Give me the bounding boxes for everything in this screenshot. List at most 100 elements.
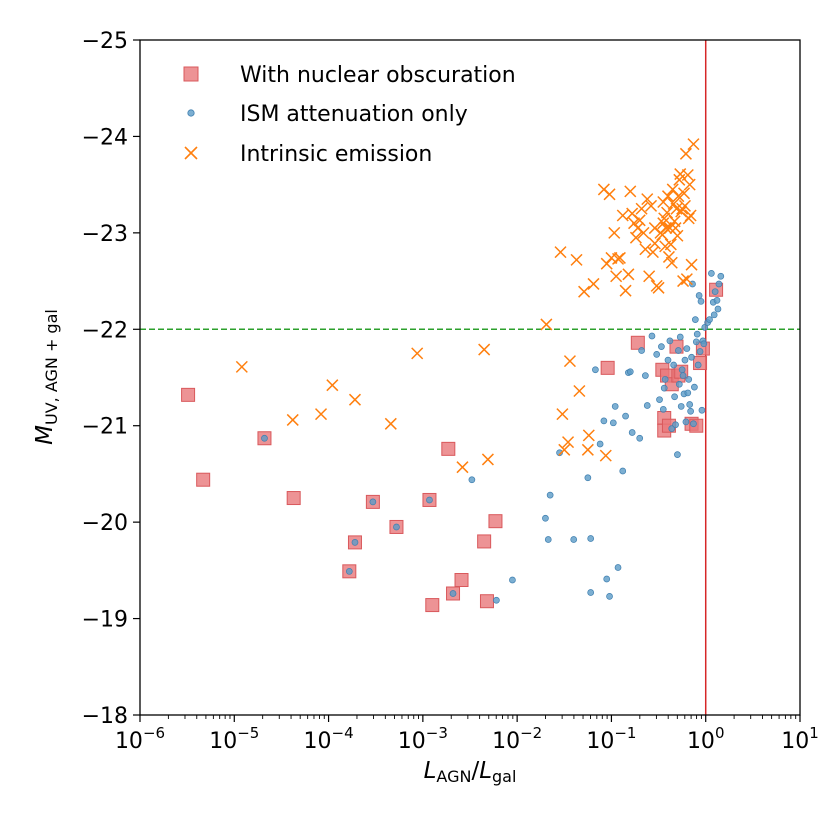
point-ism-attenuation — [659, 405, 667, 413]
x-tick-label: 10−2 — [492, 724, 542, 754]
point-intrinsic-emission — [661, 190, 675, 203]
point-intrinsic-emission — [648, 222, 661, 235]
point-ism-attenuation — [715, 280, 723, 288]
point-intrinsic-emission — [666, 183, 679, 196]
point-nuclear-obscuration — [454, 573, 469, 587]
point-ism-attenuation — [691, 316, 699, 323]
point-intrinsic-emission — [235, 360, 248, 373]
point-ism-attenuation — [682, 418, 690, 426]
point-intrinsic-emission — [619, 284, 632, 297]
point-ism-attenuation — [614, 564, 622, 571]
y-tick-label: −19 — [82, 608, 128, 633]
point-intrinsic-emission — [677, 275, 690, 288]
point-ism-attenuation — [636, 434, 644, 442]
point-ism-attenuation — [681, 356, 689, 364]
point-intrinsic-emission — [679, 147, 692, 160]
x-axis-label: LAGN/Lgal — [424, 758, 517, 786]
point-intrinsic-emission — [658, 212, 671, 225]
point-nuclear-obscuration — [477, 534, 492, 549]
point-ism-attenuation — [701, 324, 709, 331]
point-ism-attenuation — [345, 567, 353, 575]
point-ism-attenuation — [675, 380, 683, 388]
point-ism-attenuation — [587, 535, 595, 542]
y-tick-label: −23 — [82, 222, 128, 247]
point-intrinsic-emission — [671, 229, 684, 242]
point-intrinsic-emission — [661, 206, 674, 219]
point-ism-attenuation — [628, 429, 636, 436]
point-intrinsic-emission — [610, 270, 623, 283]
point-ism-attenuation — [556, 449, 563, 457]
x-tick-label: 10−4 — [304, 724, 354, 754]
point-ism-attenuation — [643, 402, 651, 409]
point-intrinsic-emission — [608, 226, 621, 239]
point-intrinsic-emission — [629, 231, 642, 244]
point-ism-attenuation — [676, 333, 684, 341]
point-intrinsic-emission — [581, 443, 594, 456]
point-intrinsic-emission — [563, 355, 576, 368]
point-ism-attenuation — [658, 343, 665, 350]
point-ism-attenuation — [351, 539, 359, 546]
point-ism-attenuation — [544, 536, 552, 543]
point-ism-attenuation — [369, 498, 377, 506]
point-ism-attenuation — [670, 361, 678, 369]
point-ism-attenuation — [696, 348, 704, 355]
x-axis-label-l2: L — [479, 758, 492, 784]
point-intrinsic-emission — [613, 251, 626, 264]
y-tick-label: −18 — [82, 704, 128, 729]
point-intrinsic-emission — [599, 449, 612, 462]
series-ism-attenuation — [261, 270, 725, 604]
point-intrinsic-emission — [635, 202, 648, 215]
y-tick-label: −21 — [82, 415, 128, 440]
x-tick-label: 10−1 — [586, 724, 636, 754]
point-ism-attenuation — [710, 311, 718, 319]
point-intrinsic-emission — [616, 209, 629, 222]
y-axis-label: MUV, AGN + gal — [32, 309, 61, 445]
point-ism-attenuation — [600, 417, 608, 425]
point-nuclear-obscuration — [286, 491, 301, 506]
point-intrinsic-emission — [478, 343, 491, 356]
point-intrinsic-emission — [556, 408, 569, 421]
point-ism-attenuation — [711, 288, 719, 296]
point-intrinsic-emission — [481, 453, 494, 466]
point-ism-attenuation — [700, 340, 708, 348]
point-intrinsic-emission — [562, 436, 575, 449]
point-ism-attenuation — [611, 403, 619, 410]
point-intrinsic-emission — [587, 277, 600, 290]
legend-label-ism-attenuation: ISM attenuation only — [240, 102, 468, 127]
x-tick-label: 100 — [687, 724, 725, 754]
point-intrinsic-emission — [657, 195, 670, 209]
point-ism-attenuation — [671, 393, 678, 401]
point-nuclear-obscuration — [196, 472, 211, 487]
point-intrinsic-emission — [603, 188, 616, 201]
x-axis-label-sub2: gal — [492, 767, 516, 786]
y-tick-label: −20 — [82, 511, 128, 536]
point-intrinsic-emission — [600, 257, 613, 270]
point-ism-attenuation — [584, 474, 592, 482]
point-ism-attenuation — [690, 420, 697, 428]
point-intrinsic-emission — [622, 268, 635, 281]
point-ism-attenuation — [648, 332, 656, 340]
x-axis-label-l1: L — [424, 758, 437, 784]
point-intrinsic-emission — [348, 393, 362, 406]
x-axis-label-sub1: AGN — [436, 767, 471, 786]
point-intrinsic-emission — [660, 222, 673, 235]
point-intrinsic-emission — [411, 347, 424, 360]
point-ism-attenuation — [695, 292, 703, 299]
point-intrinsic-emission — [286, 413, 299, 426]
point-intrinsic-emission — [683, 178, 696, 191]
point-ism-attenuation — [587, 589, 595, 596]
x-tick-label: 10−6 — [115, 724, 165, 754]
point-intrinsic-emission — [680, 273, 693, 286]
point-nuclear-obscuration — [181, 387, 196, 402]
point-ism-attenuation — [672, 421, 679, 429]
point-ism-attenuation — [685, 376, 693, 383]
y-tick-label: −22 — [82, 318, 128, 343]
point-intrinsic-emission — [326, 379, 339, 392]
point-ism-attenuation — [660, 384, 668, 392]
point-ism-attenuation — [606, 593, 613, 600]
point-ism-attenuation — [708, 270, 715, 277]
point-ism-attenuation — [679, 372, 687, 379]
point-ism-attenuation — [609, 419, 617, 427]
point-ism-attenuation — [570, 536, 578, 543]
